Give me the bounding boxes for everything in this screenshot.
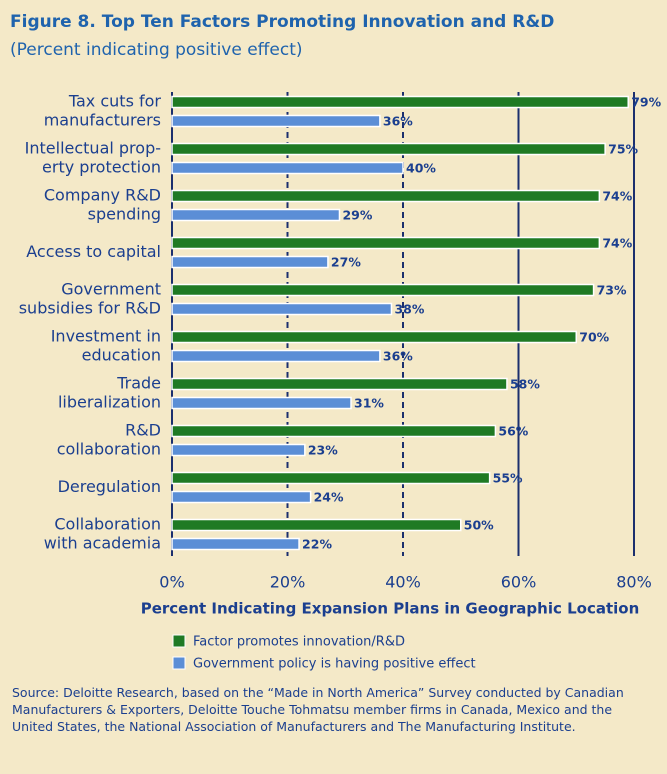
bar <box>171 302 393 316</box>
y-tick-label: education <box>82 346 161 365</box>
bar <box>171 490 312 504</box>
value-label: 74% <box>602 236 632 251</box>
value-label: 74% <box>602 189 632 204</box>
legend-swatch <box>172 634 186 648</box>
value-label: 36% <box>383 349 413 364</box>
y-tick-label: Collaboration <box>54 515 161 534</box>
y-tick-label: Company R&D <box>44 186 161 205</box>
bar <box>171 424 497 438</box>
value-label: 56% <box>498 424 528 439</box>
y-tick-label: Access to capital <box>26 242 161 261</box>
x-tick-label: 40% <box>385 573 421 592</box>
legend-swatch <box>172 656 186 670</box>
value-label: 29% <box>342 208 372 223</box>
x-axis-label: Percent Indicating Expansion Plans in Ge… <box>141 600 640 618</box>
source-note: Source: Deloitte Research, based on the … <box>12 685 624 734</box>
bar <box>171 537 300 551</box>
bar <box>171 189 601 203</box>
value-label: 31% <box>354 396 384 411</box>
bar <box>171 349 381 363</box>
bar <box>171 283 595 297</box>
bar <box>171 114 381 128</box>
bar <box>171 208 341 222</box>
value-label: 22% <box>302 537 332 552</box>
bar <box>171 255 329 269</box>
y-tick-label: manufacturers <box>44 111 161 130</box>
chart: Figure 8. Top Ten Factors Promoting Inno… <box>10 12 662 672</box>
value-label: 55% <box>493 471 523 486</box>
bar <box>171 236 601 250</box>
legend-label: Government policy is having positive eff… <box>193 657 476 672</box>
y-tick-label: spending <box>88 205 161 224</box>
y-tick-label: R&D <box>125 421 161 440</box>
y-tick-label: erty protection <box>42 158 161 177</box>
x-tick-label: 60% <box>501 573 537 592</box>
chart-title: Figure 8. Top Ten Factors Promoting Inno… <box>10 12 554 32</box>
value-label: 70% <box>579 330 609 345</box>
bar <box>171 443 306 457</box>
value-label: 75% <box>608 142 638 157</box>
x-tick-label: 0% <box>159 573 184 592</box>
value-label: 27% <box>331 255 361 270</box>
bar <box>171 142 606 156</box>
y-tick-label: Trade <box>116 374 161 393</box>
bar <box>171 471 491 485</box>
bar <box>171 396 352 410</box>
y-tick-label: Investment in <box>51 327 161 346</box>
y-tick-label: Tax cuts for <box>68 92 162 111</box>
value-label: 73% <box>597 283 627 298</box>
y-tick-label: Deregulation <box>58 477 161 496</box>
y-tick-label: collaboration <box>57 440 161 459</box>
y-tick-label: with academia <box>44 534 161 553</box>
bar <box>171 161 404 175</box>
bar <box>171 95 629 109</box>
y-tick-label: liberalization <box>58 393 161 412</box>
y-tick-label: Government <box>61 280 161 299</box>
value-label: 40% <box>406 161 436 176</box>
y-tick-label: Intellectual prop- <box>25 139 161 158</box>
bar <box>171 518 462 532</box>
value-label: 38% <box>394 302 424 317</box>
y-tick-label: subsidies for R&D <box>19 299 161 318</box>
value-label: 58% <box>510 377 540 392</box>
value-label: 50% <box>464 518 494 533</box>
chart-subtitle: (Percent indicating positive effect) <box>10 40 303 60</box>
bar <box>171 377 508 391</box>
value-label: 79% <box>631 95 661 110</box>
x-tick-label: 20% <box>270 573 306 592</box>
value-label: 36% <box>383 114 413 129</box>
legend-label: Factor promotes innovation/R&D <box>193 635 405 650</box>
x-tick-label: 80% <box>616 573 652 592</box>
value-label: 23% <box>308 443 338 458</box>
bar <box>171 330 577 344</box>
value-label: 24% <box>314 490 344 505</box>
